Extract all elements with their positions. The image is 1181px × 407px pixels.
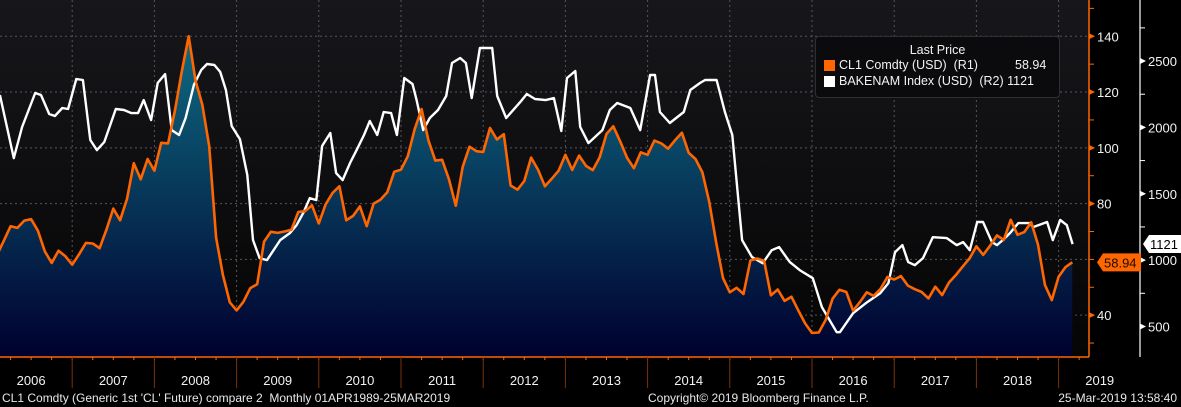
x-tick-label: 2008	[181, 373, 210, 388]
legend-value: 1121	[1007, 74, 1035, 88]
x-tick-label: 2019	[1085, 373, 1114, 388]
right-axis-1: 40 80 100 120 140	[1097, 29, 1119, 323]
oil-area-fill	[0, 36, 1073, 357]
bakenam-series-line	[0, 46, 1074, 334]
white-swatch-icon	[824, 75, 835, 87]
legend-label: CL1 Comdty (USD) (R1)	[839, 58, 1015, 72]
footer-description: CL1 Comdty (Generic 1st 'CL' Future) com…	[2, 391, 451, 405]
x-tick-label: 2011	[428, 373, 456, 388]
oil-last-price: 58.94	[1104, 255, 1137, 270]
x-tick-label: 2009	[263, 373, 292, 388]
legend-label: BAKENAM Index (USD) (R2)	[839, 74, 1007, 88]
right-axis-2: 500 1000 1500 2000 2500	[1148, 54, 1177, 334]
legend-value: 58.94	[1015, 58, 1047, 72]
x-axis: 2006 2007 2008 2009 2010 2011 2012 2013 …	[17, 373, 1115, 388]
rig-last-price: 1121	[1150, 237, 1178, 252]
series-name: BAKENAM Index (USD)	[839, 74, 973, 88]
r2-tick-label: 1000	[1148, 253, 1177, 268]
x-tick-label: 2018	[1003, 373, 1032, 388]
series-name: CL1 Comdty (USD)	[839, 58, 947, 72]
x-tick-label: 2013	[592, 373, 621, 388]
x-tick-label: 2016	[839, 373, 868, 388]
r1-marker-icon	[1089, 33, 1095, 40]
r2-tick-label: 1500	[1148, 187, 1177, 202]
r2-marker-icon	[1140, 58, 1146, 65]
r2-marker-icon	[1140, 257, 1146, 264]
r1-tick-label: 140	[1097, 29, 1119, 44]
oil-last-price-tag: 58.94	[1097, 253, 1141, 272]
r1-tick-label: 100	[1097, 141, 1119, 156]
r1-marker-icon	[1089, 200, 1095, 207]
r1-marker-icon	[1089, 144, 1095, 151]
r2-tick-label: 2500	[1148, 54, 1177, 69]
r2-marker-icon	[1140, 124, 1146, 131]
x-axis-band	[0, 357, 1181, 390]
x-tick-label: 2010	[345, 373, 374, 388]
x-tick-label: 2015	[756, 373, 785, 388]
r1-marker-icon	[1089, 89, 1095, 96]
r1-tick-label: 40	[1097, 308, 1111, 323]
r2-tick-label: 500	[1148, 319, 1170, 334]
series-axis: (R1)	[953, 58, 978, 72]
x-tick-label: 2014	[674, 373, 703, 388]
x-tick-label: 2006	[17, 373, 46, 388]
legend-item-cl1: CL1 Comdty (USD) (R1) 58.94	[816, 57, 1059, 73]
series-axis: (R2)	[979, 74, 1004, 88]
legend: Last Price CL1 Comdty (USD) (R1) 58.94 B…	[815, 36, 1060, 98]
r1-marker-icon	[1089, 312, 1095, 319]
x-tick-label: 2007	[99, 373, 128, 388]
x-tick-label: 2012	[510, 373, 539, 388]
r2-marker-icon	[1140, 323, 1146, 330]
r2-marker-icon	[1140, 190, 1146, 197]
legend-item-bakenam: BAKENAM Index (USD) (R2) 1121	[816, 73, 1059, 89]
footer-timestamp: 25-Mar-2019 13:58:40	[1058, 391, 1177, 405]
r1-tick-label: 120	[1097, 85, 1119, 100]
orange-swatch-icon	[824, 59, 835, 71]
axes	[0, 0, 1181, 390]
r1-tick-label: 80	[1097, 197, 1111, 212]
rig-last-price-tag: 1121	[1143, 235, 1181, 254]
footer-copyright: Copyright© 2019 Bloomberg Finance L.P.	[648, 391, 869, 405]
legend-title: Last Price	[909, 43, 966, 57]
cl1-series-line	[0, 35, 1074, 335]
r2-tick-label: 2000	[1148, 120, 1177, 135]
x-tick-label: 2017	[921, 373, 950, 388]
